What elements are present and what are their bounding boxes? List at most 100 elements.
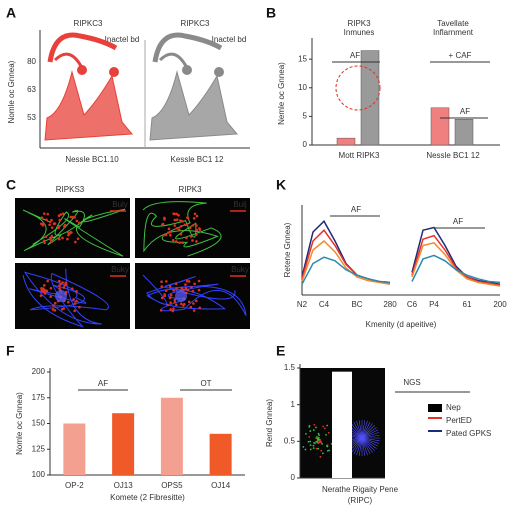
- micrograph-spot: [189, 235, 193, 238]
- micrograph-spot: [197, 288, 201, 292]
- schematic-node: [214, 67, 224, 77]
- scatter-decor: [309, 430, 312, 432]
- micrograph-spot: [194, 233, 198, 236]
- micrograph-spot: [73, 216, 77, 219]
- micrograph-spot: [198, 227, 201, 230]
- axis-line: [351, 423, 363, 439]
- micrograph-spot: [179, 302, 183, 306]
- micrograph-spot: [164, 289, 168, 293]
- x-tick-label: Nessle BC1.10: [65, 155, 119, 164]
- x-tick-label: C6: [407, 300, 418, 309]
- micrograph-spot: [174, 282, 178, 286]
- micrograph-spot: [185, 223, 189, 227]
- scatter-decor: [308, 436, 311, 438]
- micrograph-spot: [169, 308, 172, 311]
- scatter-decor: [309, 444, 312, 447]
- micrograph-spot: [44, 235, 48, 239]
- scatter-decor: [317, 447, 320, 450]
- schematic-loop: [53, 52, 84, 69]
- micrograph-spot: [46, 279, 49, 283]
- legend-label: PertED: [446, 416, 472, 425]
- scatter-decor: [309, 440, 312, 443]
- annotation: AF: [453, 217, 463, 226]
- bar: [332, 371, 352, 478]
- y-tick-label: 5: [303, 111, 308, 120]
- scatter-decor: [302, 446, 305, 448]
- y-tick-label: 10: [298, 83, 307, 92]
- micrograph-spot: [175, 212, 178, 216]
- micrograph-spot: [51, 308, 55, 311]
- micrograph-spot: [160, 285, 164, 288]
- bar: [63, 423, 86, 475]
- y-tick-label: 15: [298, 54, 307, 63]
- micrograph-spot: [57, 237, 61, 241]
- micrograph-spot: [69, 230, 73, 234]
- micrograph-spot: [195, 299, 198, 303]
- micrograph-spot: [169, 293, 173, 297]
- micrograph-spot: [186, 216, 190, 220]
- micrograph-spot: [163, 294, 167, 298]
- scatter-decor: [325, 433, 327, 436]
- x-tick-label: OP-2: [65, 481, 84, 490]
- schematic-node: [77, 65, 87, 75]
- bar: [112, 413, 135, 475]
- panel-label: B: [266, 5, 276, 21]
- scatter-decor: [326, 424, 329, 427]
- micrograph-spot: [190, 285, 193, 289]
- axis-line: [361, 420, 366, 439]
- bar: [430, 107, 450, 146]
- schematic-area: [44, 70, 134, 141]
- micrograph-fiber: [22, 208, 126, 257]
- axis-line: [361, 423, 373, 439]
- y-tick-label: 1.5: [284, 363, 296, 372]
- micrograph-spot: [39, 294, 43, 297]
- micrograph-spot: [184, 283, 187, 286]
- axis-line: [361, 437, 368, 456]
- y-tick-label: 175: [32, 393, 46, 402]
- micrograph-spot: [186, 288, 190, 292]
- micrograph-spot: [50, 226, 54, 229]
- x-tick-label: OPS5: [161, 481, 183, 490]
- axis-line: [361, 432, 380, 439]
- bar: [454, 119, 474, 146]
- micrograph-spot: [48, 236, 52, 240]
- scatter-decor: [305, 432, 307, 435]
- axis-line: [351, 437, 363, 453]
- micrograph-spot: [39, 222, 43, 226]
- micrograph-spot: [46, 212, 50, 216]
- x-tick-label: Nessle BC1 12: [426, 151, 480, 160]
- panel-title: RIPKC3: [181, 19, 210, 28]
- annotation: AF: [351, 205, 361, 214]
- micrograph-spot: [179, 219, 182, 222]
- image-label: Bulj: [233, 200, 247, 209]
- y-axis-label: Nomle oc Gnnea): [7, 60, 16, 123]
- legend-label: Pated GPKS: [446, 429, 491, 438]
- micrograph-spot: [173, 300, 177, 304]
- image-label: Buky: [231, 265, 249, 274]
- y-axis-label: Nomle oc Gnnea): [15, 392, 24, 455]
- micrograph-spot: [61, 236, 64, 240]
- micrograph-spot: [197, 279, 201, 283]
- y-tick-label: 0: [291, 473, 296, 482]
- micrograph-spot: [172, 212, 176, 216]
- micrograph-spot: [173, 298, 177, 302]
- legend-swatch: [428, 430, 442, 432]
- annotation: Inactel bd: [212, 35, 247, 44]
- micrograph-spot: [184, 287, 188, 290]
- axis-line: [361, 437, 375, 451]
- scatter-decor: [312, 429, 315, 432]
- micrograph-spot: [66, 237, 69, 241]
- micrograph-spot: [44, 289, 47, 293]
- micrograph-spot: [64, 281, 67, 285]
- micrograph-spot: [173, 224, 177, 227]
- scatter-decor: [307, 440, 310, 443]
- micrograph-spot: [181, 220, 184, 223]
- micrograph-spot: [163, 218, 166, 221]
- legend-swatch: [428, 417, 442, 419]
- x-tick-label: P4: [429, 300, 439, 309]
- micrograph-spot: [187, 280, 191, 283]
- micrograph-spot: [178, 241, 181, 245]
- micrograph-spot: [71, 215, 74, 219]
- highlight-circle: [335, 65, 381, 111]
